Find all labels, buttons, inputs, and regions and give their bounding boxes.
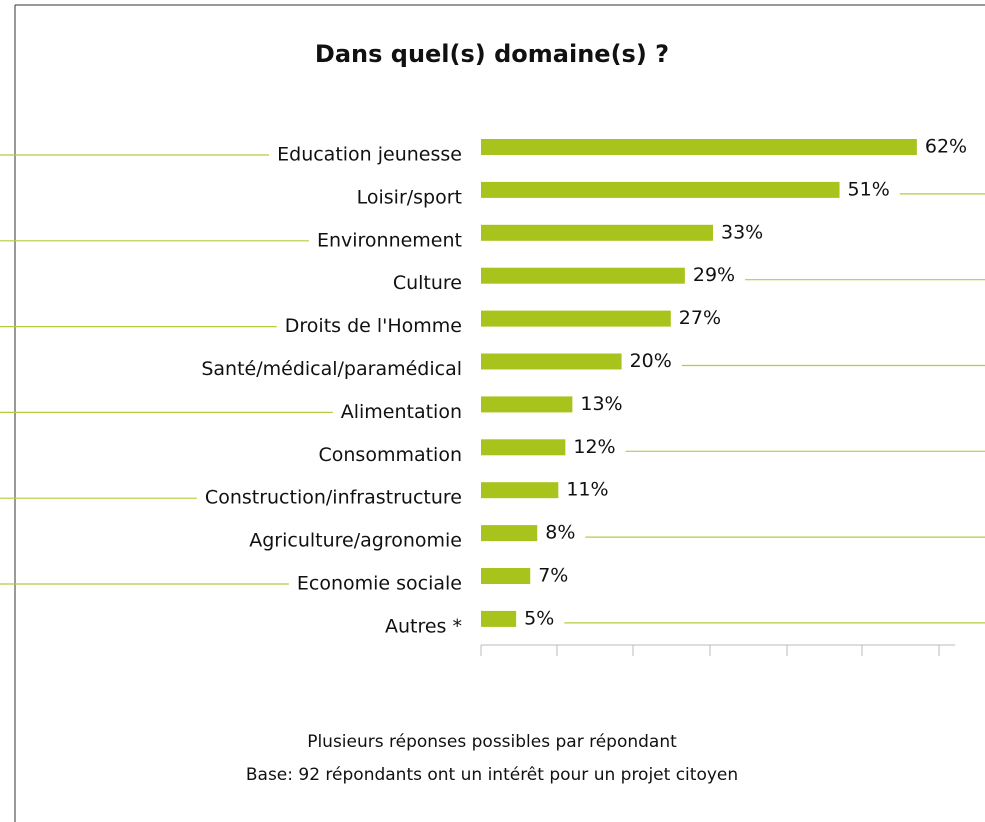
y-tick-label: Autres *	[385, 615, 462, 637]
data-label: 62%	[925, 136, 967, 158]
bar	[481, 610, 517, 627]
data-label: 8%	[545, 522, 575, 544]
y-tick-label: Education jeunesse	[277, 144, 462, 166]
note: Plusieurs réponses possibles par réponda…	[307, 732, 677, 752]
data-label: 27%	[679, 307, 721, 329]
data-label: 12%	[573, 436, 615, 458]
bar	[481, 139, 917, 155]
bar	[481, 353, 622, 370]
bar	[481, 224, 713, 241]
chart-title: Dans quel(s) domaine(s) ?	[315, 40, 669, 68]
data-label: 33%	[721, 221, 763, 243]
bar	[481, 525, 538, 542]
bar	[481, 267, 685, 284]
bar	[481, 396, 573, 413]
y-tick-label: Economie sociale	[297, 573, 462, 595]
bar	[481, 181, 840, 198]
y-tick-label: Droits de l'Homme	[285, 315, 462, 337]
bar	[481, 482, 559, 499]
bar	[481, 568, 531, 584]
y-tick-label: Culture	[393, 272, 462, 294]
y-tick-label: Environnement	[317, 229, 462, 251]
y-tick-label: Loisir/sport	[357, 186, 462, 208]
data-label: 51%	[848, 178, 890, 200]
y-tick-label: Construction/infrastructure	[205, 487, 462, 509]
data-label: 13%	[580, 393, 622, 415]
data-label: 5%	[524, 607, 554, 629]
data-label: 7%	[538, 565, 568, 587]
data-label: 29%	[693, 264, 735, 286]
y-tick-label: Santé/médical/paramédical	[201, 358, 462, 380]
axis	[480, 644, 955, 656]
bar	[481, 310, 671, 327]
note: Base: 92 répondants ont un intérêt pour …	[246, 765, 738, 785]
y-tick-label: Agriculture/agronomie	[249, 530, 462, 552]
y-tick-label: Consommation	[318, 444, 462, 466]
bar	[481, 439, 566, 456]
data-label: 11%	[566, 479, 608, 501]
y-tick-label: Alimentation	[341, 401, 462, 423]
data-label: 20%	[630, 350, 672, 372]
